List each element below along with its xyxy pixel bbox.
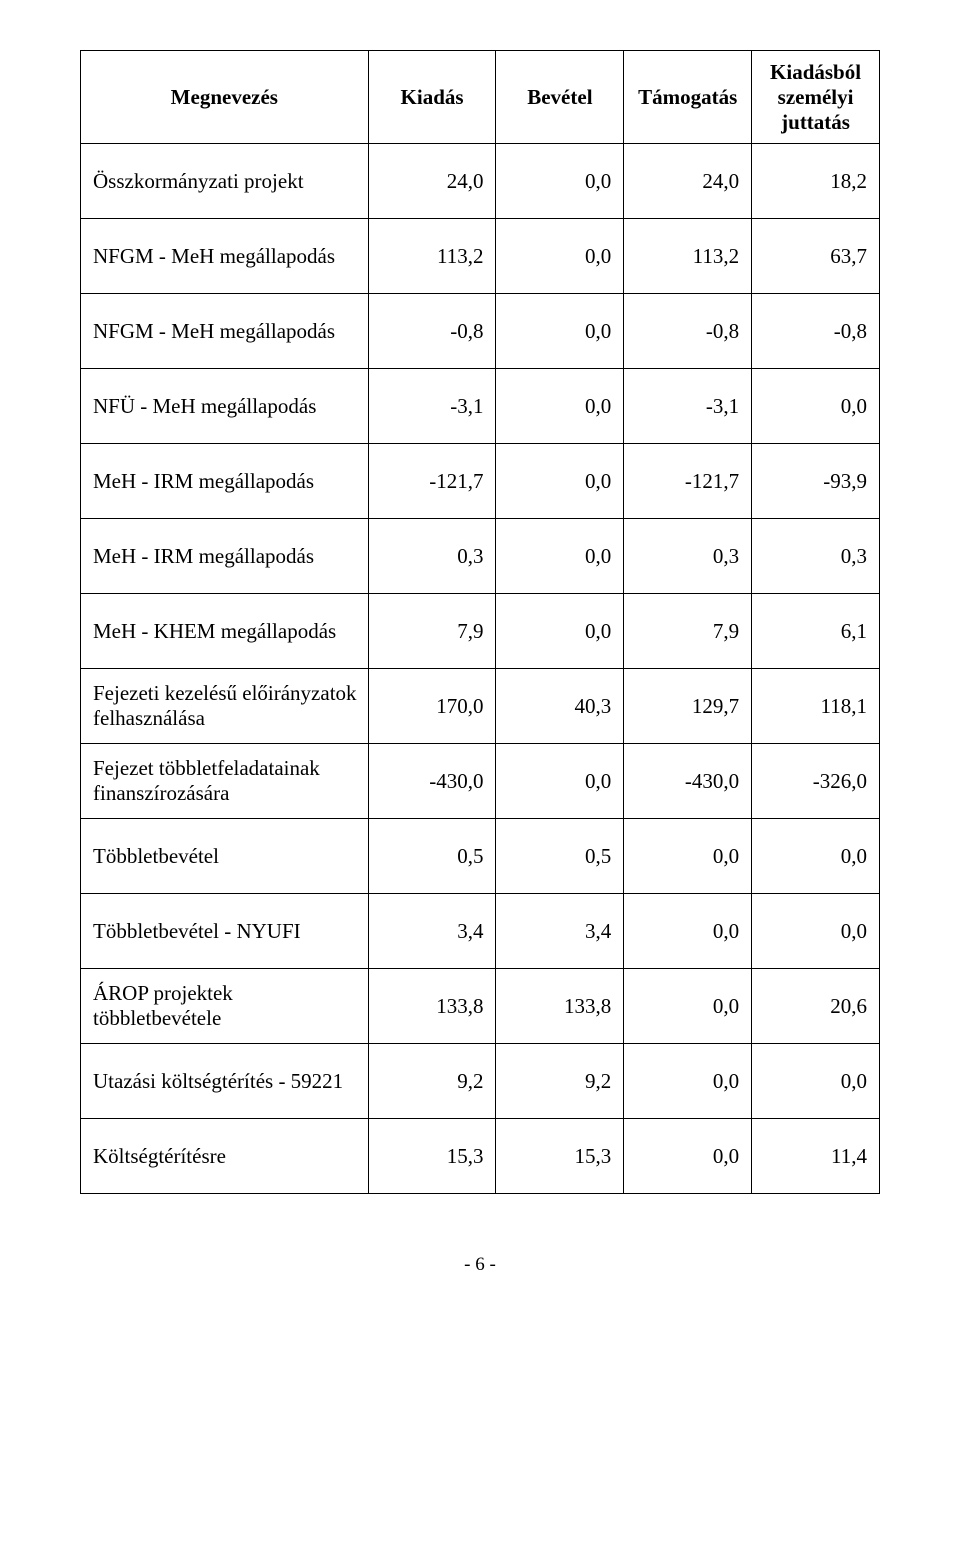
table-row: Fejezeti kezelésű előirányzatok felhaszn… xyxy=(81,669,880,744)
header-bevetel: Bevétel xyxy=(496,51,624,144)
row-value: -430,0 xyxy=(624,744,752,819)
row-value: -121,7 xyxy=(624,444,752,519)
row-value: -326,0 xyxy=(752,744,880,819)
row-value: 170,0 xyxy=(368,669,496,744)
row-value: 118,1 xyxy=(752,669,880,744)
header-kiadas: Kiadás xyxy=(368,51,496,144)
row-value: -0,8 xyxy=(752,294,880,369)
row-value: 0,0 xyxy=(496,144,624,219)
header-tamogatas: Támogatás xyxy=(624,51,752,144)
row-value: 113,2 xyxy=(624,219,752,294)
row-value: 113,2 xyxy=(368,219,496,294)
table-row: Fejezet többletfeladatainak finanszírozá… xyxy=(81,744,880,819)
table-header-row: Megnevezés Kiadás Bevétel Támogatás Kiad… xyxy=(81,51,880,144)
row-value: 3,4 xyxy=(496,894,624,969)
table-row: MeH - IRM megállapodás0,30,00,30,3 xyxy=(81,519,880,594)
row-value: -0,8 xyxy=(624,294,752,369)
row-value: 9,2 xyxy=(496,1044,624,1119)
row-value: 0,0 xyxy=(624,1044,752,1119)
row-value: 24,0 xyxy=(624,144,752,219)
row-name: MeH - IRM megállapodás xyxy=(81,444,369,519)
row-value: 0,3 xyxy=(368,519,496,594)
header-name: Megnevezés xyxy=(81,51,369,144)
row-value: 0,0 xyxy=(624,819,752,894)
row-value: 15,3 xyxy=(496,1119,624,1194)
row-name: ÁROP projektek többletbevétele xyxy=(81,969,369,1044)
row-value: 0,0 xyxy=(752,894,880,969)
row-value: 133,8 xyxy=(368,969,496,1044)
row-value: 63,7 xyxy=(752,219,880,294)
table-row: Többletbevétel0,50,50,00,0 xyxy=(81,819,880,894)
row-value: 0,0 xyxy=(496,219,624,294)
row-name: MeH - IRM megállapodás xyxy=(81,519,369,594)
row-value: 0,0 xyxy=(752,1044,880,1119)
row-value: 0,0 xyxy=(752,819,880,894)
row-value: 20,6 xyxy=(752,969,880,1044)
header-kiadasbol: Kiadásból személyi juttatás xyxy=(752,51,880,144)
row-value: 129,7 xyxy=(624,669,752,744)
row-value: -3,1 xyxy=(368,369,496,444)
row-value: 0,5 xyxy=(368,819,496,894)
row-value: 0,3 xyxy=(624,519,752,594)
page: Megnevezés Kiadás Bevétel Támogatás Kiad… xyxy=(0,0,960,1306)
row-value: 0,0 xyxy=(624,969,752,1044)
page-footer: - 6 - xyxy=(80,1254,880,1276)
row-value: 0,0 xyxy=(496,594,624,669)
data-table: Megnevezés Kiadás Bevétel Támogatás Kiad… xyxy=(80,50,880,1194)
row-value: 0,5 xyxy=(496,819,624,894)
row-value: 0,0 xyxy=(752,369,880,444)
row-value: 7,9 xyxy=(368,594,496,669)
table-row: Többletbevétel - NYUFI3,43,40,00,0 xyxy=(81,894,880,969)
row-value: 133,8 xyxy=(496,969,624,1044)
table-row: NFGM - MeH megállapodás-0,80,0-0,8-0,8 xyxy=(81,294,880,369)
table-body: Megnevezés Kiadás Bevétel Támogatás Kiad… xyxy=(81,51,880,1194)
row-value: 0,0 xyxy=(496,294,624,369)
table-row: MeH - IRM megállapodás-121,70,0-121,7-93… xyxy=(81,444,880,519)
row-value: 0,0 xyxy=(496,444,624,519)
row-value: 11,4 xyxy=(752,1119,880,1194)
table-row: Összkormányzati projekt24,00,024,018,2 xyxy=(81,144,880,219)
row-value: 15,3 xyxy=(368,1119,496,1194)
table-row: NFÜ - MeH megállapodás-3,10,0-3,10,0 xyxy=(81,369,880,444)
row-value: 6,1 xyxy=(752,594,880,669)
table-row: MeH - KHEM megállapodás7,90,07,96,1 xyxy=(81,594,880,669)
row-value: -93,9 xyxy=(752,444,880,519)
row-value: 24,0 xyxy=(368,144,496,219)
row-name: Költségtérítésre xyxy=(81,1119,369,1194)
row-value: -430,0 xyxy=(368,744,496,819)
row-value: 0,0 xyxy=(496,519,624,594)
row-name: MeH - KHEM megállapodás xyxy=(81,594,369,669)
row-value: 0,0 xyxy=(624,894,752,969)
row-name: Többletbevétel xyxy=(81,819,369,894)
row-value: 40,3 xyxy=(496,669,624,744)
table-row: Költségtérítésre15,315,30,011,4 xyxy=(81,1119,880,1194)
row-value: -121,7 xyxy=(368,444,496,519)
row-value: 18,2 xyxy=(752,144,880,219)
row-value: 0,0 xyxy=(624,1119,752,1194)
row-name: NFÜ - MeH megállapodás xyxy=(81,369,369,444)
row-name: Fejezeti kezelésű előirányzatok felhaszn… xyxy=(81,669,369,744)
row-value: 0,0 xyxy=(496,369,624,444)
row-value: 7,9 xyxy=(624,594,752,669)
row-name: Összkormányzati projekt xyxy=(81,144,369,219)
table-row: NFGM - MeH megállapodás113,20,0113,263,7 xyxy=(81,219,880,294)
row-value: -0,8 xyxy=(368,294,496,369)
row-value: 9,2 xyxy=(368,1044,496,1119)
row-value: 0,3 xyxy=(752,519,880,594)
row-name: Fejezet többletfeladatainak finanszírozá… xyxy=(81,744,369,819)
table-row: Utazási költségtérítés - 592219,29,20,00… xyxy=(81,1044,880,1119)
row-name: NFGM - MeH megállapodás xyxy=(81,294,369,369)
row-name: Többletbevétel - NYUFI xyxy=(81,894,369,969)
row-value: 3,4 xyxy=(368,894,496,969)
row-value: 0,0 xyxy=(496,744,624,819)
table-row: ÁROP projektek többletbevétele133,8133,8… xyxy=(81,969,880,1044)
row-name: Utazási költségtérítés - 59221 xyxy=(81,1044,369,1119)
row-value: -3,1 xyxy=(624,369,752,444)
row-name: NFGM - MeH megállapodás xyxy=(81,219,369,294)
